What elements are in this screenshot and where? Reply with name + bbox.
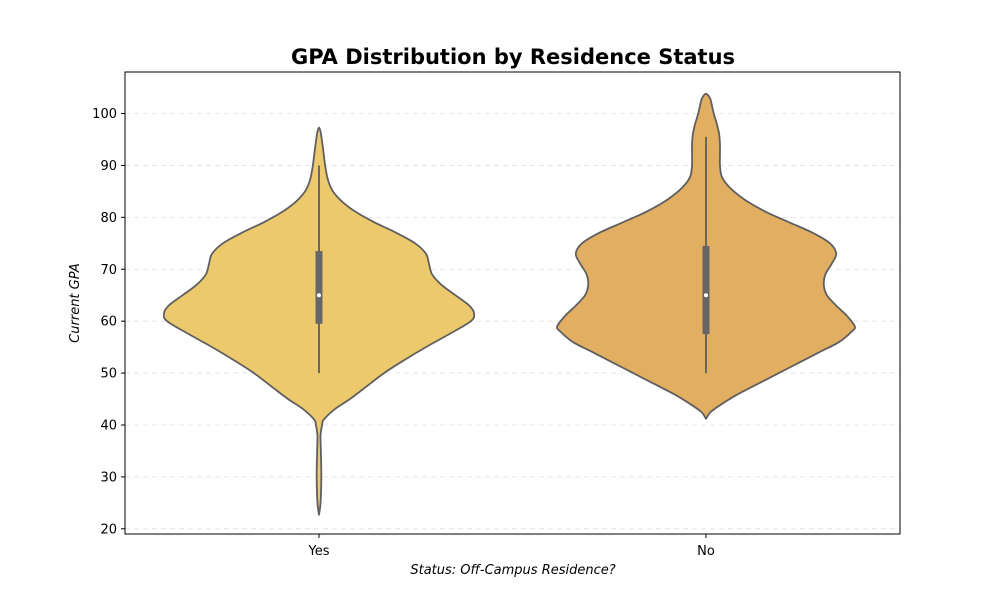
y-tick-label: 80 bbox=[100, 211, 117, 226]
y-tick-label: 30 bbox=[100, 470, 117, 485]
median-point-no bbox=[704, 293, 708, 298]
y-axis-ticks: 20 30 40 50 60 70 80 90 100 bbox=[92, 107, 125, 537]
y-tick-label: 50 bbox=[100, 367, 117, 382]
x-axis-ticks: Yes No bbox=[308, 534, 715, 559]
y-axis-label: Current GPA bbox=[68, 263, 83, 343]
chart-title: GPA Distribution by Residence Status bbox=[291, 45, 735, 69]
x-tick-label: No bbox=[697, 544, 715, 559]
y-tick-label: 20 bbox=[100, 522, 117, 537]
x-tick-label: Yes bbox=[308, 544, 330, 559]
plot-frame bbox=[124, 71, 901, 535]
iqr-box-yes bbox=[315, 251, 323, 324]
y-tick-label: 40 bbox=[100, 418, 117, 433]
violins-layer bbox=[162, 92, 856, 516]
y-tick-label: 100 bbox=[92, 107, 117, 122]
iqr-box-no bbox=[702, 245, 710, 335]
y-tick-label: 70 bbox=[100, 263, 117, 278]
x-axis-label: Status: Off-Campus Residence? bbox=[410, 563, 615, 578]
median-point-yes bbox=[317, 293, 321, 298]
y-tick-label: 60 bbox=[100, 315, 117, 330]
y-tick-label: 90 bbox=[100, 159, 117, 174]
